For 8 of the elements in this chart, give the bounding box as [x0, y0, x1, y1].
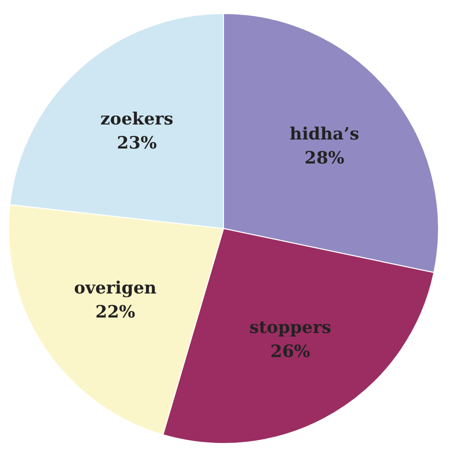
data-label: 26% — [270, 342, 310, 362]
data-label: 22% — [95, 302, 136, 323]
slice-label: stoppers — [249, 318, 332, 338]
data-label: 23% — [116, 134, 157, 154]
slice-label: hidha’s — [290, 124, 360, 145]
data-label: 28% — [304, 148, 344, 169]
slice-label: zoekers — [100, 110, 174, 130]
slice-label: overigen — [74, 278, 157, 299]
